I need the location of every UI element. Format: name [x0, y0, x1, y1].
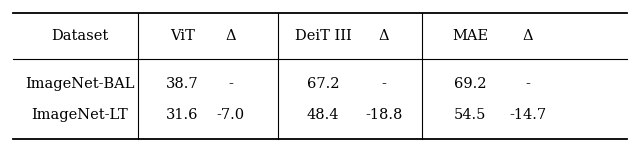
- Text: 31.6: 31.6: [166, 108, 198, 122]
- Text: Δ: Δ: [225, 29, 236, 43]
- Text: ImageNet-LT: ImageNet-LT: [31, 108, 129, 122]
- Text: 54.5: 54.5: [454, 108, 486, 122]
- Text: 67.2: 67.2: [307, 77, 339, 91]
- Text: 48.4: 48.4: [307, 108, 339, 122]
- Text: -: -: [525, 77, 531, 91]
- Text: Δ: Δ: [523, 29, 533, 43]
- Text: -7.0: -7.0: [216, 108, 244, 122]
- Text: DeiT III: DeiT III: [295, 29, 351, 43]
- Text: 69.2: 69.2: [454, 77, 486, 91]
- Text: 38.7: 38.7: [166, 77, 198, 91]
- Text: MAE: MAE: [452, 29, 488, 43]
- Text: Δ: Δ: [379, 29, 389, 43]
- Text: ViT: ViT: [170, 29, 195, 43]
- Text: -: -: [228, 77, 233, 91]
- Text: -18.8: -18.8: [365, 108, 403, 122]
- Text: -: -: [381, 77, 387, 91]
- Text: -14.7: -14.7: [509, 108, 547, 122]
- Text: Dataset: Dataset: [51, 29, 109, 43]
- Text: ImageNet-BAL: ImageNet-BAL: [25, 77, 135, 91]
